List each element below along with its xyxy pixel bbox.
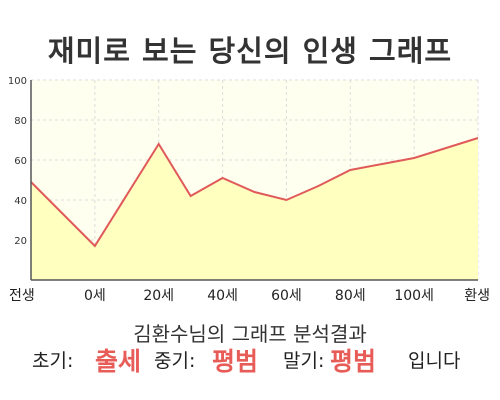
x-tick-label: 60세 <box>271 288 302 304</box>
chart-title: 재미로 보는 당신의 인생 그래프 <box>47 34 453 68</box>
y-tick-label: 40 <box>14 196 27 207</box>
x-tick-label: 100세 <box>394 288 434 304</box>
mid-value: 평범 <box>212 347 259 376</box>
x-tick-labels: 전생 0세 20세 40세 60세 80세 100세 환생 <box>9 288 490 304</box>
y-tick-label: 80 <box>14 116 27 127</box>
x-tick-label: 전생 <box>9 288 35 304</box>
late-label: 말기: <box>283 350 325 372</box>
x-tick-label: 20세 <box>143 288 174 304</box>
y-tick-label: 20 <box>14 236 27 247</box>
verdict-ending: 입니다 <box>408 350 461 372</box>
x-tick-label: 40세 <box>207 288 238 304</box>
mid-label: 중기: <box>154 350 196 372</box>
early-label: 초기: <box>32 350 74 372</box>
y-tick-labels: 20 40 60 80 100 <box>8 76 27 247</box>
early-value: 출세 <box>95 347 142 376</box>
series-area <box>31 138 478 280</box>
late-value: 평범 <box>330 347 377 376</box>
x-tick-label: 0세 <box>84 288 106 304</box>
x-tick-label: 80세 <box>335 288 366 304</box>
analysis-summary: 김환수님의 그래프 분석결과 <box>133 322 367 346</box>
series-line <box>30 137 479 248</box>
x-tick-label: 환생 <box>464 288 490 304</box>
y-tick-label: 60 <box>14 156 27 167</box>
y-tick-label: 100 <box>8 76 27 87</box>
